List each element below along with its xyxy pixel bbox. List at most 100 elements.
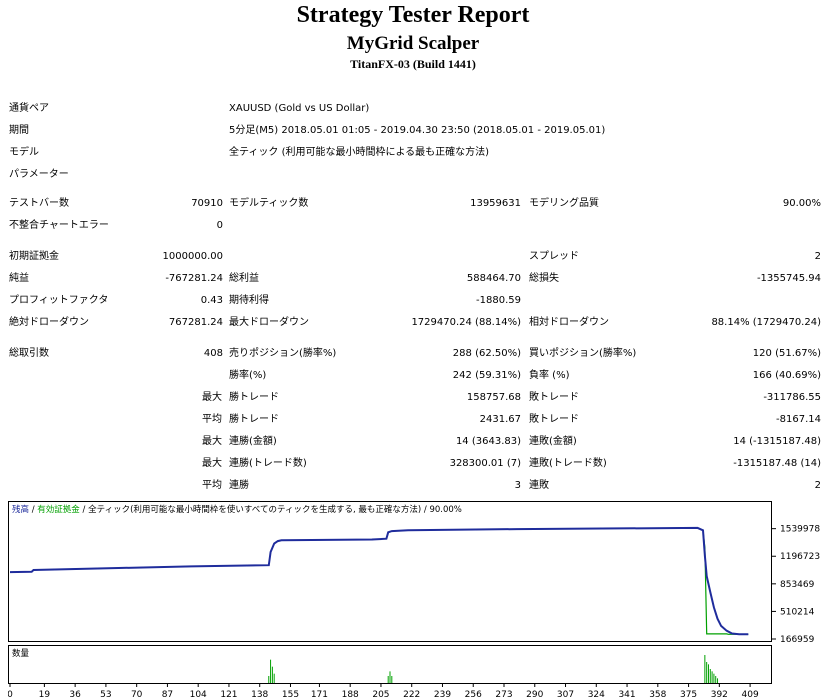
win-rate-value: 242 (59.31%) [452,370,521,381]
params-label: パラメーター [9,169,69,180]
spread-label: スプレッド [529,251,579,262]
bars-value: 70910 [191,198,223,209]
largest-win-value: 158757.68 [466,392,521,403]
avg-win-label: 勝トレード [229,414,279,425]
avg-loss-value: -8167.14 [776,414,821,425]
x-tick-label: 87 [162,690,173,700]
loss-rate-value: 166 (40.69%) [752,370,821,381]
symbol-value: XAUUSD (Gold vs US Dollar) [229,103,370,114]
max-cons-lossamt-label: 連敗(トレード数) [529,458,607,469]
rel-dd-value: 88.14% (1729470.24) [711,317,821,328]
x-tick-label: 19 [39,690,51,700]
x-tick-label: 324 [588,690,605,700]
x-tick-label: 273 [495,690,512,700]
main-panel-frame [8,501,772,642]
quality-value: 90.00% [782,198,821,209]
gross-loss-value: -1355745.94 [756,273,821,284]
gross-profit-value: 588464.70 [466,273,521,284]
info-row-model: モデル 全ティック (利用可能な最小時間枠による最も正確な方法) [0,145,826,161]
x-tick-label: 341 [618,690,635,700]
x-tick-label: 188 [342,690,359,700]
legend-quality: 90.00% [429,505,461,515]
volume-bars [268,655,719,683]
largest-win-label: 勝トレード [229,392,279,403]
avg-cons-win-label: 連勝 [229,480,249,491]
quality-label: モデリング品質 [529,198,599,209]
max-cons-loss-label: 連敗(金額) [529,436,577,447]
info-row-period: 期間 5分足(M5) 2018.05.01 01:05 - 2019.04.30… [0,123,826,139]
x-tick-label: 53 [100,690,111,700]
legend-equity: 有効証拠金 [37,504,80,515]
short-value: 288 (62.50%) [452,348,521,359]
legend-sep-1: / [29,505,37,515]
legend-model: 全ティック(利用可能な最小時間枠を使いすべてのティックを生成する, 最も正確な方… [88,504,421,515]
deposit-value: 1000000.00 [162,251,223,262]
average-prefix: 平均 [202,414,222,425]
report-title: Strategy Tester Report [296,2,530,28]
period-value: 5分足(M5) 2018.05.01 01:05 - 2019.04.30 23… [229,125,606,136]
x-tick-label: 392 [711,690,728,700]
x-tick-label: 222 [403,690,420,700]
info-row-params: パラメーター [0,167,826,183]
info-row-symbol: 通貨ペア XAUUSD (Gold vs US Dollar) [0,101,826,117]
y-tick-label: 510214 [780,607,815,617]
total-trades-value: 408 [203,348,223,359]
max-cons-lossamt-value: -1315187.48 (14) [733,458,821,469]
x-tick-label: 0 [8,690,13,700]
spread-value: 2 [814,251,821,262]
x-tick-label: 256 [465,690,482,700]
stats-row-deposit: 初期証拠金 1000000.00 スプレッド 2 [0,249,826,265]
legend-sep-2: / [80,505,88,515]
long-label: 買いポジション(勝率%) [529,348,637,359]
max-cons-win-value: 14 (3643.83) [455,436,521,447]
deposit-label: 初期証拠金 [9,251,59,262]
loss-rate-label: 負率 (%) [529,370,570,381]
balance-chart-svg: 残高 / 有効証拠金 / 全ティック(利用可能な最小時間枠を使いすべてのティック… [8,501,820,700]
x-tick-label: 138 [251,690,268,700]
x-tick-label: 104 [190,690,207,700]
gross-profit-label: 総利益 [229,273,259,284]
x-tick-label: 205 [372,690,389,700]
balance-chart: 残高 / 有効証拠金 / 全ティック(利用可能な最小時間枠を使いすべてのティック… [8,501,826,700]
y-tick-label: 1539978 [780,525,820,535]
mismatch-value: 0 [216,220,223,231]
stats-row-largest: 最大 勝トレード 158757.68 敗トレード -311786.55 [0,390,826,406]
win-rate-label: 勝率(%) [229,370,267,381]
max-dd-label: 最大ドローダウン [229,317,309,328]
stats-row-drawdown: 絶対ドローダウン 767281.24 最大ドローダウン 1729470.24 (… [0,315,826,331]
rel-dd-label: 相対ドローダウン [529,317,609,328]
largest-prefix: 最大 [202,392,222,403]
x-tick-label: 36 [69,690,81,700]
stats-row-average: 平均 勝トレード 2431.67 敗トレード -8167.14 [0,412,826,428]
max-cons-profit-value: 328300.01 (7) [449,458,521,469]
period-label: 期間 [9,125,29,136]
model-label: モデル [9,147,39,158]
short-label: 売りポジション(勝率%) [229,348,337,359]
avg-loss-label: 敗トレード [529,414,579,425]
x-tick-label: 239 [434,690,451,700]
stats-row-pf: プロフィットファクタ 0.43 期待利得 -1880.59 [0,293,826,309]
x-tick-label: 358 [649,690,666,700]
long-value: 120 (51.67%) [752,348,821,359]
stats-row-avg-cons: 平均 連勝 3 連敗 2 [0,478,826,494]
ticks-label: モデルティック数 [229,198,309,209]
max-cons-loss-value: 14 (-1315187.48) [733,436,821,447]
avg-win-value: 2431.67 [479,414,521,425]
legend-sep-3: / [421,505,429,515]
stats-row-trades: 総取引数 408 売りポジション(勝率%) 288 (62.50%) 買いポジシ… [0,346,826,362]
mismatch-label: 不整合チャートエラー [9,220,109,231]
symbol-label: 通貨ペア [9,103,49,114]
avg-cons-prefix: 平均 [202,480,222,491]
x-tick-label: 171 [311,690,328,700]
stats-row-mismatch: 不整合チャートエラー 0 [0,218,826,234]
bars-label: テストバー数 [9,198,69,209]
largest-loss-value: -311786.55 [763,392,821,403]
x-tick-label: 70 [131,690,143,700]
legend-text: 残高 / 有効証拠金 / 全ティック(利用可能な最小時間枠を使いすべてのティック… [12,504,462,515]
x-tick-label: 375 [680,690,697,700]
stats-row-max-cons: 最大 連勝(金額) 14 (3643.83) 連敗(金額) 14 (-13151… [0,434,826,450]
gross-loss-label: 総損失 [529,273,559,284]
y-axis: 1539978 1196723 853469 510214 166959 [771,525,820,645]
abs-dd-label: 絶対ドローダウン [9,317,89,328]
max-cons-profit-label: 連勝(トレード数) [229,458,307,469]
